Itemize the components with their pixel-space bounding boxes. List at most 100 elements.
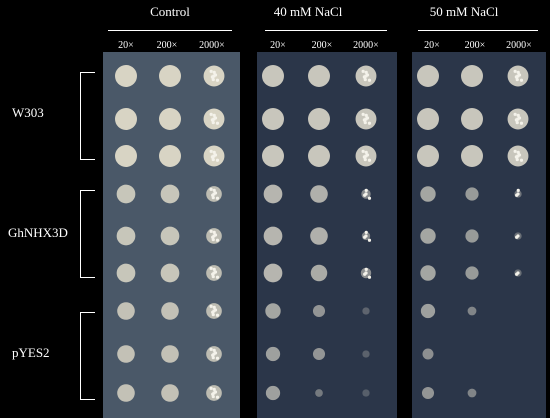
colony-speck [364,70,368,74]
colony-speck [212,387,216,391]
colony-speck [364,188,368,192]
colony-speck [362,75,366,79]
colony-speck [215,238,220,242]
colony-speck [209,187,213,191]
colony-speck [213,308,218,312]
yeast-spot [467,388,477,398]
yeast-spot [160,226,180,246]
colony-speck [363,157,367,162]
colony-speck [364,271,368,275]
yeast-spot [117,345,135,363]
colony-speck [210,155,214,159]
yeast-spot [262,108,284,130]
yeast-spot [362,350,370,358]
strain-bracket-w303 [80,72,95,160]
colony-speck [519,78,524,82]
yeast-spot [465,187,479,201]
colony-speck [209,69,213,73]
yeast-spot [312,304,326,318]
condition-underline-50mm [418,30,538,31]
strain-label-w303: W303 [12,105,44,120]
colony-speck [209,386,213,390]
colony-speck [213,351,218,355]
yeast-spot [308,145,330,167]
colony-speck [212,188,216,192]
colony-speck [215,395,220,399]
yeast-spot [461,145,483,167]
colony-speck [212,230,216,234]
colony-speck [211,312,215,317]
yeast-spot [417,65,439,87]
yeast-spot [161,384,179,402]
yeast-spot [420,186,436,202]
colony-speck [209,112,213,116]
colony-speck [213,233,218,237]
yeast-spot [263,226,283,246]
colony-speck [519,158,524,162]
colony-speck [212,305,216,309]
colony-speck [211,355,215,360]
colony-speck [209,304,213,308]
colony-speck [212,267,216,271]
yeast-spot [362,307,370,315]
yeast-spot [312,347,326,361]
dilution-label: 200× [464,40,486,51]
colony-speck [210,75,214,79]
colony-speck [364,150,368,154]
colony-speck [516,188,520,192]
colony-speck [215,158,220,162]
colony-speck [515,157,519,162]
dilution-label: 2000× [199,40,225,51]
yeast-spot [159,108,181,130]
yeast-spot [420,265,436,281]
yeast-spot [159,65,181,87]
yeast-spot [116,184,136,204]
strain-bracket-pyes2 [80,312,95,400]
colony-speck [211,394,215,399]
colony-speck [367,275,372,279]
yeast-spot [160,184,180,204]
yeast-spot [265,385,281,401]
colony-speck [364,113,368,117]
colony-speck [514,155,518,159]
yeast-spot [420,228,436,244]
colony-speck [513,149,517,153]
colony-speck [215,196,220,200]
colony-speck [364,267,368,271]
yeast-spot [461,108,483,130]
yeast-spot [117,384,135,402]
condition-underline-40mm [265,30,387,31]
colony-speck [215,78,220,82]
condition-title-control: Control [150,4,190,19]
yeast-spot [465,266,479,280]
dilution-label: 2000× [506,40,532,51]
yeast-spot [161,302,179,320]
yeast-spot [116,263,136,283]
yeast-spot [262,65,284,87]
colony-speck [364,230,368,234]
colony-speck [213,270,218,274]
yeast-spot [417,108,439,130]
colony-speck [513,112,517,116]
colony-speck [210,118,214,122]
yeast-spot [115,145,137,167]
yeast-spot [315,389,323,397]
yeast-spot [160,263,180,283]
yeast-spot [265,303,281,319]
colony-speck [367,196,372,200]
yeast-spot [465,229,479,243]
yeast-spot [467,306,477,316]
colony-speck [363,120,367,125]
strain-label-ghnhx3d: GhNHX3D [8,225,68,240]
colony-speck [363,235,367,239]
colony-speck [213,390,218,394]
yeast-spot [310,264,328,282]
yeast-spot [116,226,136,246]
yeast-spot [461,65,483,87]
colony-speck [367,78,372,82]
yeast-spot [161,345,179,363]
colony-speck [516,150,520,154]
colony-speck [514,75,518,79]
